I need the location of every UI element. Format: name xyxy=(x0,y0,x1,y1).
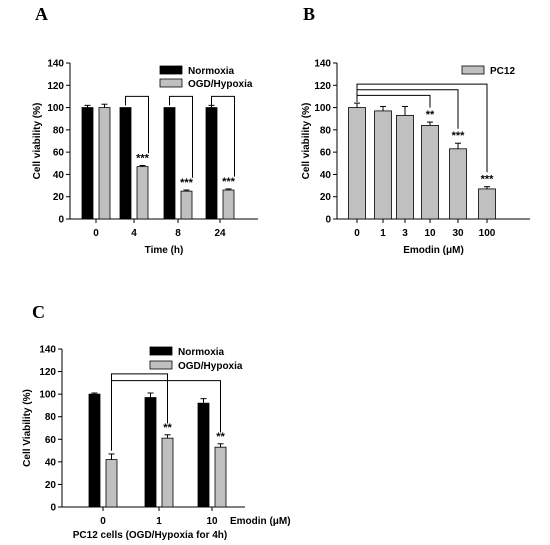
panel-a-ytick-label: 40 xyxy=(53,170,65,181)
panel-b-bar xyxy=(478,188,496,220)
panel-letter-a: A xyxy=(35,4,48,24)
panel-b-bar xyxy=(449,148,467,220)
panel-a-significance-label: *** xyxy=(180,177,194,189)
panel-a-significance-label: *** xyxy=(136,153,150,165)
panel-a-ytick-label: 120 xyxy=(47,81,64,92)
panel-c-significance-label: ** xyxy=(216,431,225,443)
panel-b-ytick-label: 20 xyxy=(320,192,332,203)
panel-a-x-axis-label: Time (h) xyxy=(145,245,184,256)
panel-a-bar xyxy=(81,107,94,220)
panel-c-bar xyxy=(161,437,174,508)
panel-c-legend-swatch xyxy=(149,360,173,370)
panel-b-xtick-label: 1 xyxy=(380,228,386,239)
panel-b-legend-swatch xyxy=(461,65,485,75)
panel-a-legend-swatch xyxy=(159,78,183,88)
panel-b-ytick-label: 100 xyxy=(314,103,331,114)
panel-b-ytick-label: 120 xyxy=(314,81,331,92)
panel-a-bar xyxy=(136,166,149,220)
panel-c-comparison-bracket xyxy=(111,380,221,451)
panel-a-legend-label: Normoxia xyxy=(188,66,235,77)
panel-c-bar xyxy=(144,397,157,508)
panel-b-xtick-label: 0 xyxy=(354,228,360,239)
panel-a-ytick-label: 80 xyxy=(53,125,65,136)
panel-b-bar xyxy=(421,125,439,220)
panel-c-chart: 0 20 40 60 80 100 120 140 0 1 10 ** ** Normoxia OGD/Hy… xyxy=(22,345,291,542)
panel-a-comparison-bracket xyxy=(125,95,149,154)
panel-b-bar xyxy=(396,114,414,220)
panel-c-comparison-bracket xyxy=(111,373,168,451)
panel-b-y-axis-label: Cell viability (%) xyxy=(301,103,312,180)
panel-a-xtick-label: 8 xyxy=(175,228,181,239)
panel-c-ytick-label: 100 xyxy=(39,390,56,401)
panel-b-legend-label: PC12 xyxy=(490,66,515,77)
panel-a-ytick-label: 100 xyxy=(47,103,64,114)
panel-c-legend-swatch xyxy=(149,346,173,356)
panel-a-xtick-label: 0 xyxy=(93,228,99,239)
panel-b-ytick-label: 40 xyxy=(320,170,332,181)
panel-c-ytick-label: 0 xyxy=(50,503,56,514)
panel-c-ytick-label: 40 xyxy=(45,457,57,468)
panel-b-comparison-bracket xyxy=(356,83,488,173)
panel-b-bar xyxy=(348,107,366,220)
panel-c-bar xyxy=(88,393,101,508)
panel-b-xtick-label: 3 xyxy=(402,228,408,239)
panel-c-ytick-label: 60 xyxy=(45,435,57,446)
panel-a-significance-label: *** xyxy=(222,176,236,188)
panel-c-ytick-label: 120 xyxy=(39,367,56,378)
panel-a-bar xyxy=(205,107,218,220)
panel-b-ytick-label: 80 xyxy=(320,125,332,136)
panel-a-ytick-label: 0 xyxy=(58,215,64,226)
panel-b-significance-label: ** xyxy=(426,109,435,121)
panel-c-xtick-label: 1 xyxy=(156,516,162,527)
panel-a-y-axis-label: Cell viability (%) xyxy=(32,103,43,180)
panel-a-bar xyxy=(163,107,176,220)
panel-b-xtick-label: 30 xyxy=(452,228,464,239)
panel-b-significance-label: *** xyxy=(452,130,466,142)
panel-a-bar xyxy=(222,189,235,220)
panel-c-x-axis-label: Emodin (μM) xyxy=(230,516,291,527)
panel-c-ytick-label: 80 xyxy=(45,412,57,423)
panel-c-legend-label: Normoxia xyxy=(178,347,225,358)
panel-a-comparison-bracket xyxy=(169,95,193,178)
panel-a-legend-swatch xyxy=(159,65,183,75)
panel-a-ytick-label: 20 xyxy=(53,192,65,203)
panel-c-bar xyxy=(214,446,227,508)
panel-c-xtick-label: 0 xyxy=(100,516,106,527)
panel-a-bar xyxy=(180,190,193,220)
panel-a-ytick-label: 140 xyxy=(47,59,64,70)
panel-a-bar xyxy=(119,107,132,220)
panel-b-significance-label: *** xyxy=(481,174,495,186)
panel-c-legend-label: OGD/Hypoxia xyxy=(178,361,243,372)
panel-a-legend-label: OGD/Hypoxia xyxy=(188,79,253,90)
panel-a-bar xyxy=(98,107,111,220)
panel-a-xtick-label: 4 xyxy=(131,228,137,239)
panel-c-significance-label: ** xyxy=(163,422,172,434)
panel-c-ytick-label: 140 xyxy=(39,345,56,356)
panel-b-ytick-label: 60 xyxy=(320,148,332,159)
panel-c-bar xyxy=(105,459,118,508)
panel-c-ytick-label: 20 xyxy=(45,480,57,491)
panel-b-xtick-label: 10 xyxy=(424,228,436,239)
panel-b-x-axis-label: Emodin (μM) xyxy=(403,245,464,256)
panel-b-ytick-label: 140 xyxy=(314,59,331,70)
panel-a-ytick-label: 60 xyxy=(53,148,65,159)
panel-letter-c: C xyxy=(32,302,45,322)
panel-a-comparison-bracket xyxy=(211,95,235,177)
panel-a-chart: 0 20 40 60 80 100 120 140 0 4 8 24 *** *** *** Normoxia… xyxy=(32,59,258,256)
panel-c-y-axis-label: Cell Viability (%) xyxy=(22,389,33,467)
panel-c-x-axis-sublabel: PC12 cells (OGD/Hypoxia for 4h) xyxy=(73,530,228,541)
panel-letter-b: B xyxy=(303,4,315,24)
panel-a-xtick-label: 24 xyxy=(214,228,226,239)
panel-b-comparison-bracket xyxy=(356,94,431,108)
panel-b-ytick-label: 0 xyxy=(325,215,331,226)
panel-c-bar xyxy=(197,402,210,508)
panel-b-bar xyxy=(374,110,392,220)
panel-b-xtick-label: 100 xyxy=(479,228,496,239)
panel-c-xtick-label: 10 xyxy=(206,516,218,527)
